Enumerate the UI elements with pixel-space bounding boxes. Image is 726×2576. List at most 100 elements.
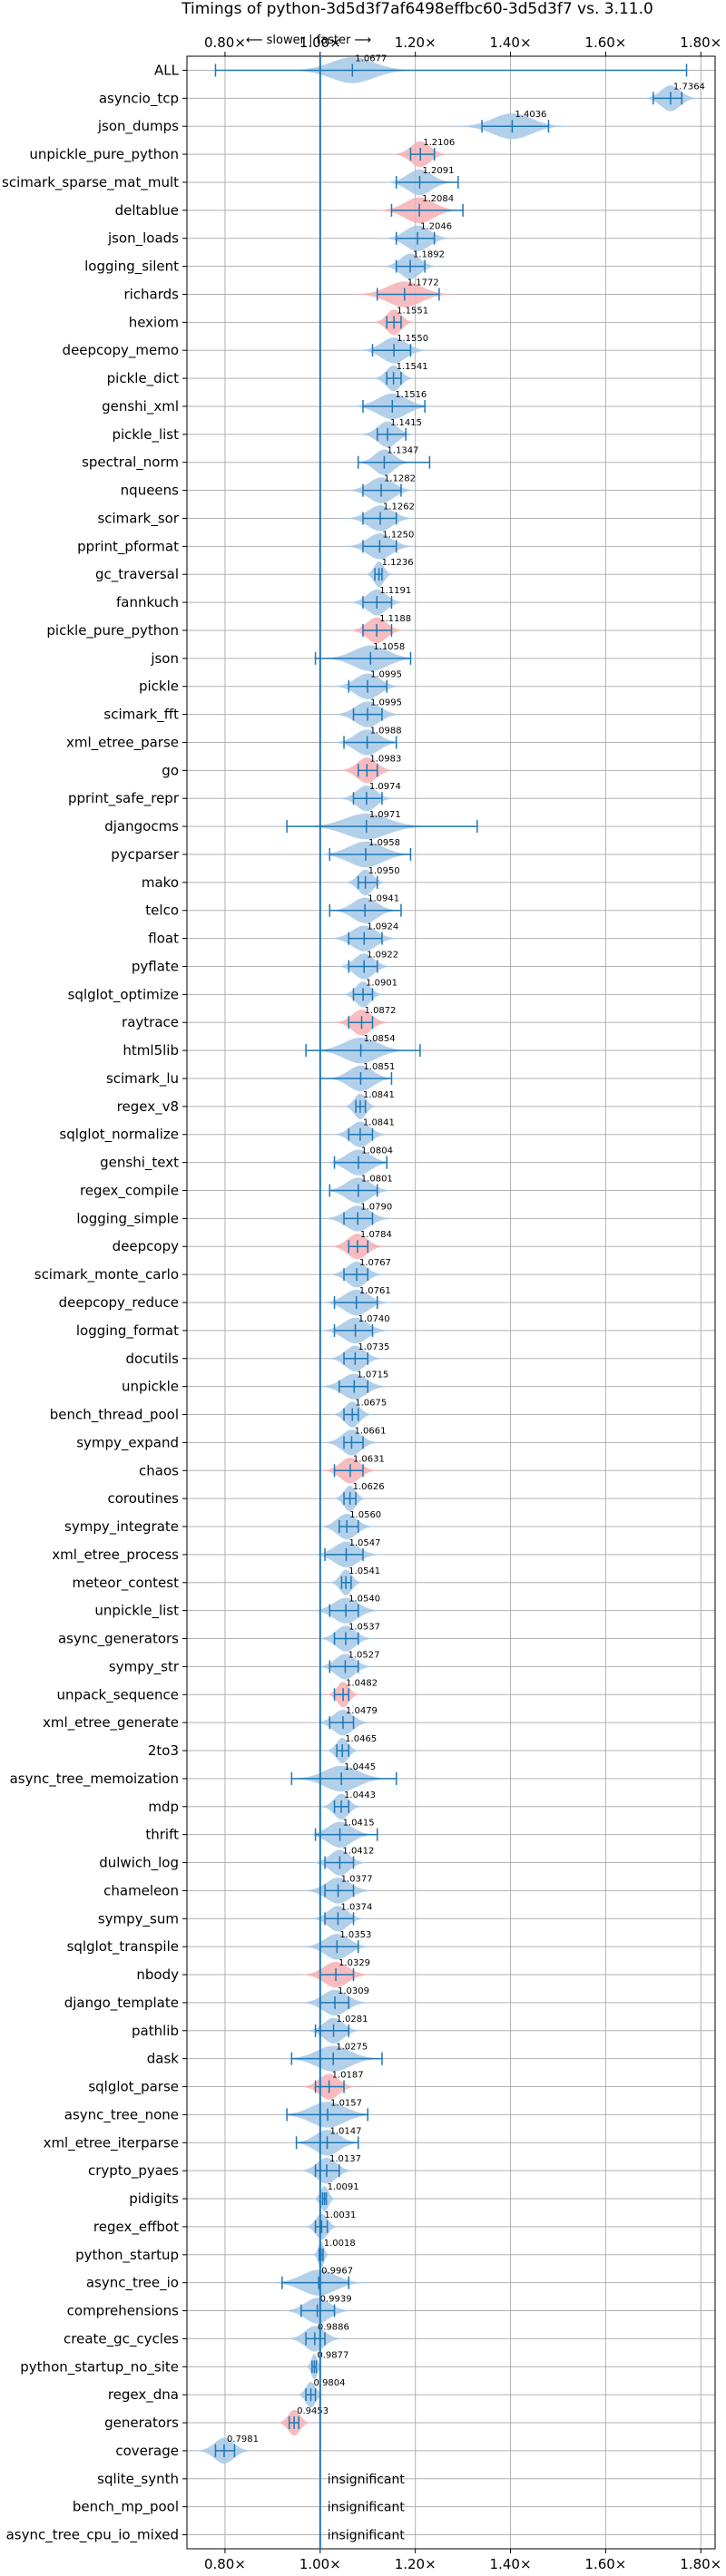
value-label: 1.0412 xyxy=(342,1847,374,1857)
insignificant-label: insignificant xyxy=(328,2529,406,2543)
benchmark-label: deepcopy_reduce xyxy=(59,1294,179,1312)
value-label: 1.1892 xyxy=(413,250,445,260)
benchmark-label: xml_etree_generate xyxy=(43,1714,179,1732)
benchmark-label: comprehensions xyxy=(67,2303,180,2319)
value-label: 1.0479 xyxy=(346,1706,378,1716)
benchmark-label: mako xyxy=(142,874,179,891)
benchmark-label: pidigits xyxy=(129,2191,179,2207)
value-label: 0.9939 xyxy=(320,2295,352,2305)
value-label: 1.0631 xyxy=(353,1454,385,1464)
value-label: 1.0950 xyxy=(368,866,400,876)
insignificant-label: insignificant xyxy=(328,2473,406,2487)
benchmark-label: sqlite_synth xyxy=(97,2471,179,2488)
value-label: 1.0275 xyxy=(336,2043,368,2053)
x-tick-label-top: 1.60× xyxy=(584,34,626,51)
benchmark-label: scimark_sor xyxy=(97,510,179,527)
benchmark-label: scimark_monte_carlo xyxy=(34,1266,179,1283)
benchmark-label: crypto_pyaes xyxy=(88,2162,179,2180)
x-tick-label-bottom: 1.00× xyxy=(299,2556,341,2572)
x-tick-label-top: 1.00× xyxy=(299,34,341,51)
benchmark-label: python_startup_no_site xyxy=(20,2358,179,2376)
value-label: 1.0988 xyxy=(370,726,402,736)
benchmark-label: generators xyxy=(104,2415,179,2431)
value-label: 1.0465 xyxy=(345,1734,377,1744)
value-label: 1.1347 xyxy=(387,446,418,456)
value-label: 1.1236 xyxy=(382,558,414,568)
value-label: 1.0784 xyxy=(360,1230,392,1240)
value-label: 1.0924 xyxy=(367,922,398,932)
benchmark-label: sqlglot_parse xyxy=(88,2079,179,2096)
benchmark-label: django_template xyxy=(64,1995,179,2012)
benchmark-label: regex_effbot xyxy=(93,2219,179,2236)
benchmark-label: gc_traversal xyxy=(95,566,179,583)
value-label: 0.9967 xyxy=(321,2267,353,2277)
benchmark-label: sympy_sum xyxy=(98,1910,179,1927)
value-label: 1.0735 xyxy=(358,1342,389,1352)
benchmark-label: async_tree_memoization xyxy=(10,1771,179,1788)
benchmark-label: regex_v8 xyxy=(117,1098,179,1116)
value-label: 1.0841 xyxy=(363,1090,395,1100)
benchmark-label: create_gc_cycles xyxy=(64,2330,179,2347)
benchmark-label: raytrace xyxy=(122,1014,179,1030)
value-label: 1.0661 xyxy=(354,1426,386,1436)
insignificant-label: insignificant xyxy=(328,2501,406,2515)
benchmark-label: meteor_contest xyxy=(72,1575,179,1592)
benchmark-label: deepcopy xyxy=(113,1238,179,1254)
value-label: 1.0157 xyxy=(330,2098,362,2108)
benchmark-label: pickle_list xyxy=(112,426,179,444)
value-label: 1.0922 xyxy=(367,950,398,960)
value-label: 1.1191 xyxy=(379,586,411,596)
value-label: 1.0541 xyxy=(348,1566,380,1576)
value-label: 1.2091 xyxy=(422,166,454,176)
benchmark-label: genshi_text xyxy=(100,1155,179,1172)
benchmark-label: deepcopy_memo xyxy=(63,342,179,359)
benchmark-label: thrift xyxy=(145,1827,179,1843)
value-label: 1.0547 xyxy=(348,1538,380,1548)
value-label: 1.0958 xyxy=(368,838,400,848)
benchmark-label: bench_mp_pool xyxy=(73,2499,179,2516)
benchmark-label: pickle_pure_python xyxy=(46,622,179,639)
benchmark-label: telco xyxy=(145,903,179,919)
value-label: 1.0854 xyxy=(364,1034,396,1044)
benchmark-label: asyncio_tcp xyxy=(99,90,179,107)
benchmark-label: mdp xyxy=(148,1799,179,1815)
benchmark-label: chameleon xyxy=(103,1882,179,1898)
value-label: 1.0767 xyxy=(359,1258,391,1268)
value-label: 1.0560 xyxy=(349,1510,381,1520)
benchmark-label: pprint_safe_repr xyxy=(68,790,180,807)
x-tick-label-bottom: 1.60× xyxy=(584,2556,626,2572)
value-label: 1.0377 xyxy=(341,1874,373,1884)
value-label: 0.9453 xyxy=(297,2406,329,2416)
value-label: 1.0415 xyxy=(343,1819,375,1829)
benchmark-label: go xyxy=(162,762,179,778)
value-label: 1.1188 xyxy=(379,614,411,624)
benchmark-label: scimark_sparse_mat_mult xyxy=(2,174,179,191)
benchmark-label: sqlglot_transpile xyxy=(67,1938,179,1956)
benchmark-label: unpack_sequence xyxy=(57,1686,179,1703)
benchmark-label: unpickle_list xyxy=(94,1603,179,1620)
value-label: 1.1772 xyxy=(407,278,439,288)
value-label: 1.1282 xyxy=(384,474,416,484)
benchmark-label: spectral_norm xyxy=(82,454,179,472)
benchmark-label: fannkuch xyxy=(116,594,179,610)
x-tick-label-top: 1.80× xyxy=(680,34,721,51)
value-label: 1.1415 xyxy=(390,418,422,428)
benchmark-label: async_tree_io xyxy=(86,2275,179,2292)
benchmark-label: logging_format xyxy=(76,1322,179,1340)
benchmark-label: json xyxy=(150,650,179,667)
value-label: 1.0443 xyxy=(344,1791,376,1800)
x-tick-label-bottom: 1.40× xyxy=(490,2556,532,2572)
benchmark-label: deltablue xyxy=(115,202,179,219)
benchmark-label: html5lib xyxy=(123,1042,179,1059)
benchmark-label: bench_thread_pool xyxy=(50,1407,179,1424)
value-label: 1.0537 xyxy=(348,1623,380,1633)
benchmark-label: pycparser xyxy=(111,846,180,863)
value-label: 1.0995 xyxy=(370,670,402,680)
value-label: 1.0147 xyxy=(330,2126,362,2136)
value-label: 1.0995 xyxy=(370,698,402,708)
benchmark-label: async_generators xyxy=(58,1631,179,1648)
value-label: 1.0374 xyxy=(340,1902,372,1912)
value-label: 1.0309 xyxy=(338,1986,369,1996)
benchmark-label: float xyxy=(148,931,179,947)
benchmark-label: nqueens xyxy=(121,483,179,499)
